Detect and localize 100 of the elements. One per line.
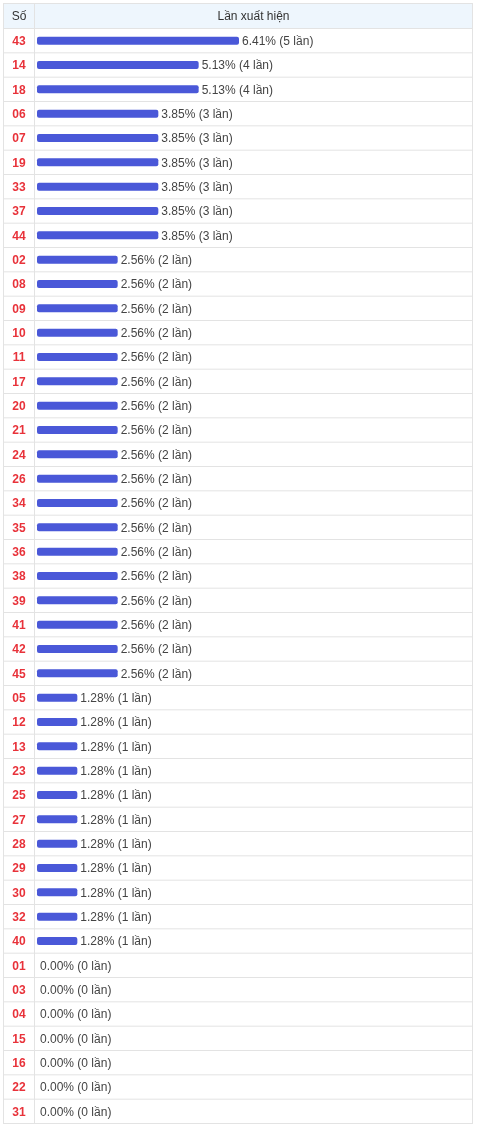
bar: [37, 888, 78, 897]
bar: [37, 36, 239, 45]
bar: [37, 109, 159, 118]
bar: [37, 669, 118, 678]
bar: [37, 718, 78, 726]
data-label: 1.28% (1 lần): [80, 885, 152, 900]
bar: [37, 401, 118, 410]
y-tick-label: 42: [12, 642, 26, 657]
y-tick-label: 44: [12, 228, 26, 243]
data-label: 0.00% (0 lần): [40, 982, 112, 997]
data-label: 1.28% (1 lần): [80, 812, 152, 827]
data-label: 2.56% (2 lần): [120, 520, 193, 535]
data-label: 1.28% (1 lần): [80, 763, 152, 778]
data-label: 2.56% (2 lần): [120, 471, 193, 486]
bar: [37, 815, 78, 824]
data-label: 2.56% (2 lần): [120, 325, 193, 340]
bar: [37, 231, 159, 240]
data-label: 0.00% (0 lần): [40, 1055, 112, 1070]
y-tick-label: 12: [12, 715, 26, 730]
y-tick-label: 11: [12, 350, 26, 365]
data-label: 1.28% (1 lần): [80, 934, 152, 949]
bar: [37, 499, 118, 507]
y-tick-label: 28: [12, 836, 26, 851]
y-tick-label: 30: [12, 885, 26, 900]
y-tick-label: 21: [12, 423, 26, 438]
bar: [37, 158, 159, 167]
data-label: 2.56% (2 lần): [120, 423, 193, 438]
y-tick-label: 14: [12, 58, 26, 73]
data-label: 0.00% (0 lần): [40, 1104, 112, 1119]
y-tick-label: 45: [12, 666, 26, 681]
y-tick-label: 37: [12, 204, 26, 219]
y-tick-label: 13: [12, 739, 26, 754]
bar: [37, 572, 118, 580]
data-label: 2.56% (2 lần): [120, 374, 193, 389]
data-label: 3.85% (3 lần): [161, 179, 233, 194]
bar: [37, 547, 118, 556]
y-tick-label: 03: [12, 982, 26, 997]
bar: [37, 864, 78, 872]
y-tick-label: 20: [12, 398, 26, 413]
bar: [37, 523, 118, 532]
bar: [37, 742, 78, 751]
y-tick-label: 07: [12, 131, 26, 146]
data-label: 2.56% (2 lần): [120, 301, 193, 316]
y-tick-label: 22: [12, 1080, 26, 1095]
x-axis-title: Lần xuất hiện: [217, 9, 290, 24]
y-tick-label: 39: [12, 593, 26, 608]
data-label: 2.56% (2 lần): [120, 350, 193, 365]
data-label: 6.41% (5 lần): [242, 33, 314, 48]
data-label: 3.85% (3 lần): [161, 204, 233, 219]
y-tick-label: 19: [12, 155, 26, 170]
data-label: 1.28% (1 lần): [80, 836, 152, 851]
y-tick-label: 38: [12, 569, 26, 584]
y-tick-label: 35: [12, 520, 26, 535]
y-tick-label: 36: [12, 544, 26, 559]
y-tick-label: 23: [12, 763, 26, 778]
data-label: 0.00% (0 lần): [40, 958, 112, 973]
bar: [37, 304, 118, 313]
y-tick-label: 02: [12, 252, 26, 267]
y-tick-label: 10: [12, 325, 26, 340]
y-tick-label: 09: [12, 301, 26, 316]
data-label: 0.00% (0 lần): [40, 1007, 112, 1022]
data-label: 1.28% (1 lần): [80, 788, 152, 803]
y-tick-label: 33: [12, 179, 26, 194]
data-label: 5.13% (4 lần): [201, 82, 274, 97]
data-label: 5.13% (4 lần): [201, 58, 274, 73]
data-label: 2.56% (2 lần): [120, 593, 193, 608]
bar: [37, 377, 118, 386]
data-label: 1.28% (1 lần): [80, 715, 152, 730]
data-label: 2.56% (2 lần): [120, 496, 193, 511]
bar: [37, 328, 118, 337]
data-label: 2.56% (2 lần): [120, 666, 193, 681]
data-label: 2.56% (2 lần): [120, 642, 193, 657]
data-label: 1.28% (1 lần): [80, 909, 152, 924]
data-label: 2.56% (2 lần): [120, 398, 193, 413]
bar: [37, 474, 118, 483]
data-label: 1.28% (1 lần): [80, 861, 152, 876]
bar: [37, 426, 118, 434]
y-tick-label: 31: [12, 1104, 26, 1119]
bar: [37, 255, 118, 264]
bar: [37, 61, 199, 69]
y-tick-label: 08: [12, 277, 26, 292]
data-label: 2.56% (2 lần): [120, 569, 193, 584]
bar: [37, 450, 118, 459]
bar: [37, 280, 118, 288]
y-tick-label: 16: [12, 1055, 26, 1070]
bar: [37, 85, 199, 94]
bar: [37, 620, 118, 629]
data-label: 3.85% (3 lần): [161, 155, 233, 170]
bar: [37, 791, 78, 799]
bar: [37, 937, 78, 945]
y-tick-label: 34: [12, 496, 26, 511]
y-tick-label: 43: [12, 33, 26, 48]
data-label: 3.85% (3 lần): [161, 106, 233, 121]
y-axis-title: Số: [11, 9, 27, 24]
y-tick-label: 06: [12, 106, 26, 121]
y-tick-label: 32: [12, 909, 26, 924]
bar: [37, 912, 78, 921]
y-tick-label: 01: [12, 958, 26, 973]
y-tick-label: 29: [12, 861, 26, 876]
bar: [37, 207, 159, 215]
